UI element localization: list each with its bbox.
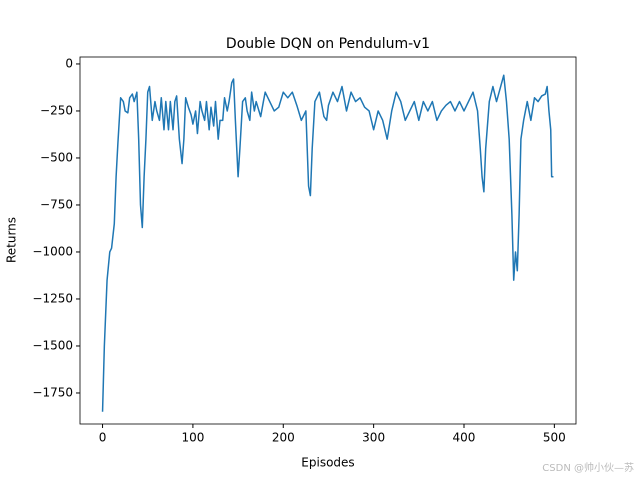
y-tick-label: −250 — [40, 103, 73, 117]
y-tick-label: −500 — [40, 150, 73, 164]
x-axis-label: Episodes — [301, 456, 354, 470]
x-tick-label: 0 — [99, 431, 107, 445]
y-tick-label: 0 — [65, 56, 73, 70]
plot-frame — [79, 56, 577, 425]
x-tick-label: 500 — [543, 431, 566, 445]
y-tick-label: −1250 — [32, 291, 73, 305]
y-tick-label: −750 — [40, 197, 73, 211]
x-tick-label: 100 — [181, 431, 204, 445]
data-line — [101, 74, 554, 412]
y-tick-label: −1500 — [32, 338, 73, 352]
x-tick-label: 400 — [453, 431, 476, 445]
x-tick-label: 200 — [272, 431, 295, 445]
y-tick-label: −1000 — [32, 244, 73, 258]
y-tick-label: −1750 — [32, 385, 73, 399]
x-tick-label: 300 — [362, 431, 385, 445]
y-axis-label: Returns — [5, 217, 19, 263]
chart-title: Double DQN on Pendulum-v1 — [226, 36, 430, 52]
watermark: CSDN @帅小伙—苏 — [542, 461, 634, 474]
